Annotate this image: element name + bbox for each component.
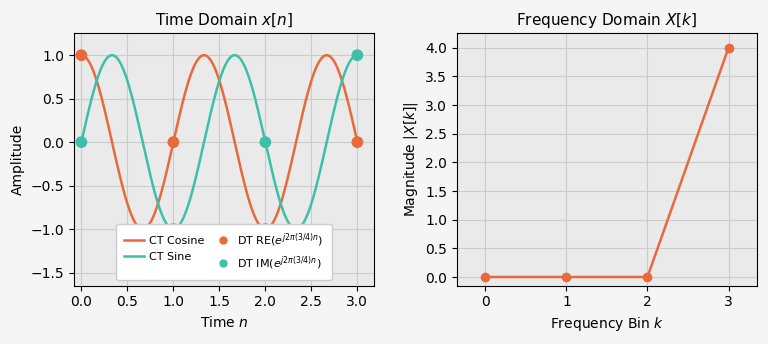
Point <box>351 139 363 145</box>
Point <box>167 226 180 232</box>
Point <box>351 52 363 58</box>
Title: Frequency Domain $X[k]$: Frequency Domain $X[k]$ <box>516 11 697 30</box>
Point <box>260 139 272 145</box>
Point <box>75 52 88 58</box>
Y-axis label: Magnitude $|X[k]|$: Magnitude $|X[k]|$ <box>402 101 419 217</box>
X-axis label: Frequency Bin $k$: Frequency Bin $k$ <box>550 315 664 333</box>
Y-axis label: Amplitude: Amplitude <box>11 124 25 195</box>
Point <box>260 226 272 232</box>
Point <box>75 139 88 145</box>
Title: Time Domain $x[n]$: Time Domain $x[n]$ <box>155 12 293 29</box>
Point <box>167 139 180 145</box>
X-axis label: Time $n$: Time $n$ <box>200 315 248 330</box>
Legend: CT Cosine, CT Sine, DT RE($e^{j2\pi(3/4)n}$), DT IM($e^{j2\pi(3/4)n}$): CT Cosine, CT Sine, DT RE($e^{j2\pi(3/4)… <box>117 224 332 280</box>
